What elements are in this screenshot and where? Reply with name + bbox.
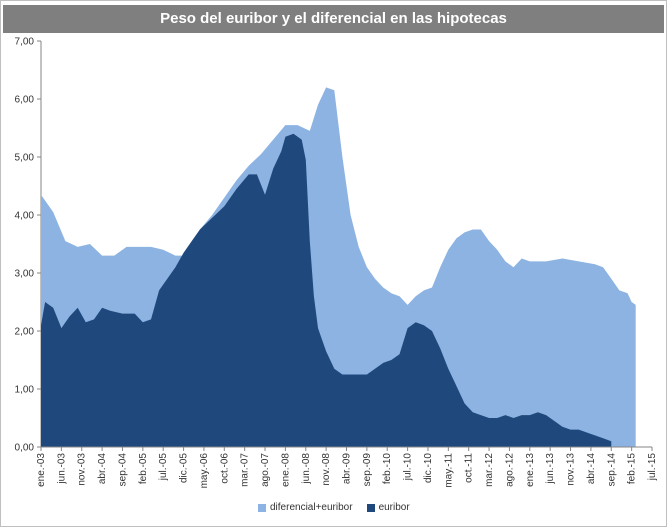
y-tick-label: 0,00 — [15, 443, 35, 454]
x-tick-label: oct.-06 — [219, 453, 230, 484]
x-tick-label: sep.-04 — [117, 453, 128, 487]
x-tick-label: abr.-04 — [97, 453, 108, 485]
legend-swatch-diferencial-euribor — [258, 503, 266, 512]
x-tick-label: nov.-13 — [566, 453, 577, 486]
x-tick-label: jun.-13 — [545, 453, 556, 485]
y-tick-label: 7,00 — [15, 37, 35, 48]
x-tick-label: jun.-08 — [301, 453, 312, 485]
x-tick-label: sep.-09 — [362, 453, 373, 487]
legend-swatch-euribor — [366, 503, 375, 512]
x-tick-label: feb.-05 — [138, 453, 149, 485]
x-tick-label: nov.-08 — [321, 453, 332, 486]
y-tick-label: 2,00 — [15, 327, 35, 338]
x-tick-label: jul.-05 — [158, 453, 169, 482]
x-tick-label: nov.-03 — [77, 453, 88, 486]
y-tick-label: 4,00 — [15, 211, 35, 222]
x-tick-label: ene.-08 — [280, 453, 291, 487]
y-tick-label: 6,00 — [15, 95, 35, 106]
x-tick-label: may.-11 — [443, 453, 454, 488]
y-tick-label: 3,00 — [15, 269, 35, 280]
x-tick-label: dic.-05 — [179, 453, 190, 483]
x-tick-label: dic.-10 — [423, 453, 434, 483]
x-tick-label: abr.-09 — [342, 453, 353, 485]
legend-item-euribor: euribor — [366, 502, 410, 513]
x-tick-label: oct.-11 — [464, 453, 475, 483]
area-euribor — [41, 133, 612, 448]
x-tick-label: feb.-10 — [382, 453, 393, 485]
x-tick-label: jul.-10 — [403, 453, 414, 482]
x-tick-label: jun.-03 — [56, 453, 67, 485]
x-tick-label: jul.-15 — [647, 453, 658, 482]
x-tick-label: ene.-13 — [525, 453, 536, 487]
y-tick-label: 5,00 — [15, 153, 35, 164]
legend-item-diferencial-euribor: diferencial+euribor — [258, 502, 353, 513]
legend: diferencial+euribor euribor — [258, 502, 424, 513]
x-tick-label: abr.-14 — [586, 453, 597, 485]
legend-label-euribor: euribor — [378, 502, 410, 513]
legend-label-diferencial-euribor: diferencial+euribor — [270, 502, 353, 513]
chart-title: Peso del euribor y el diferencial en las… — [3, 5, 664, 33]
x-tick-label: mar.-12 — [484, 453, 495, 487]
x-tick-label: ago.-12 — [504, 453, 515, 487]
x-tick-label: mar.-07 — [240, 453, 251, 487]
x-tick-label: feb.-15 — [627, 453, 638, 485]
x-tick-label: may.-06 — [199, 453, 210, 489]
x-tick-label: ene.-03 — [36, 453, 47, 487]
y-tick-label: 1,00 — [15, 385, 35, 396]
x-tick-label: ago.-07 — [260, 453, 271, 487]
x-tick-label: sep.-14 — [606, 453, 617, 487]
